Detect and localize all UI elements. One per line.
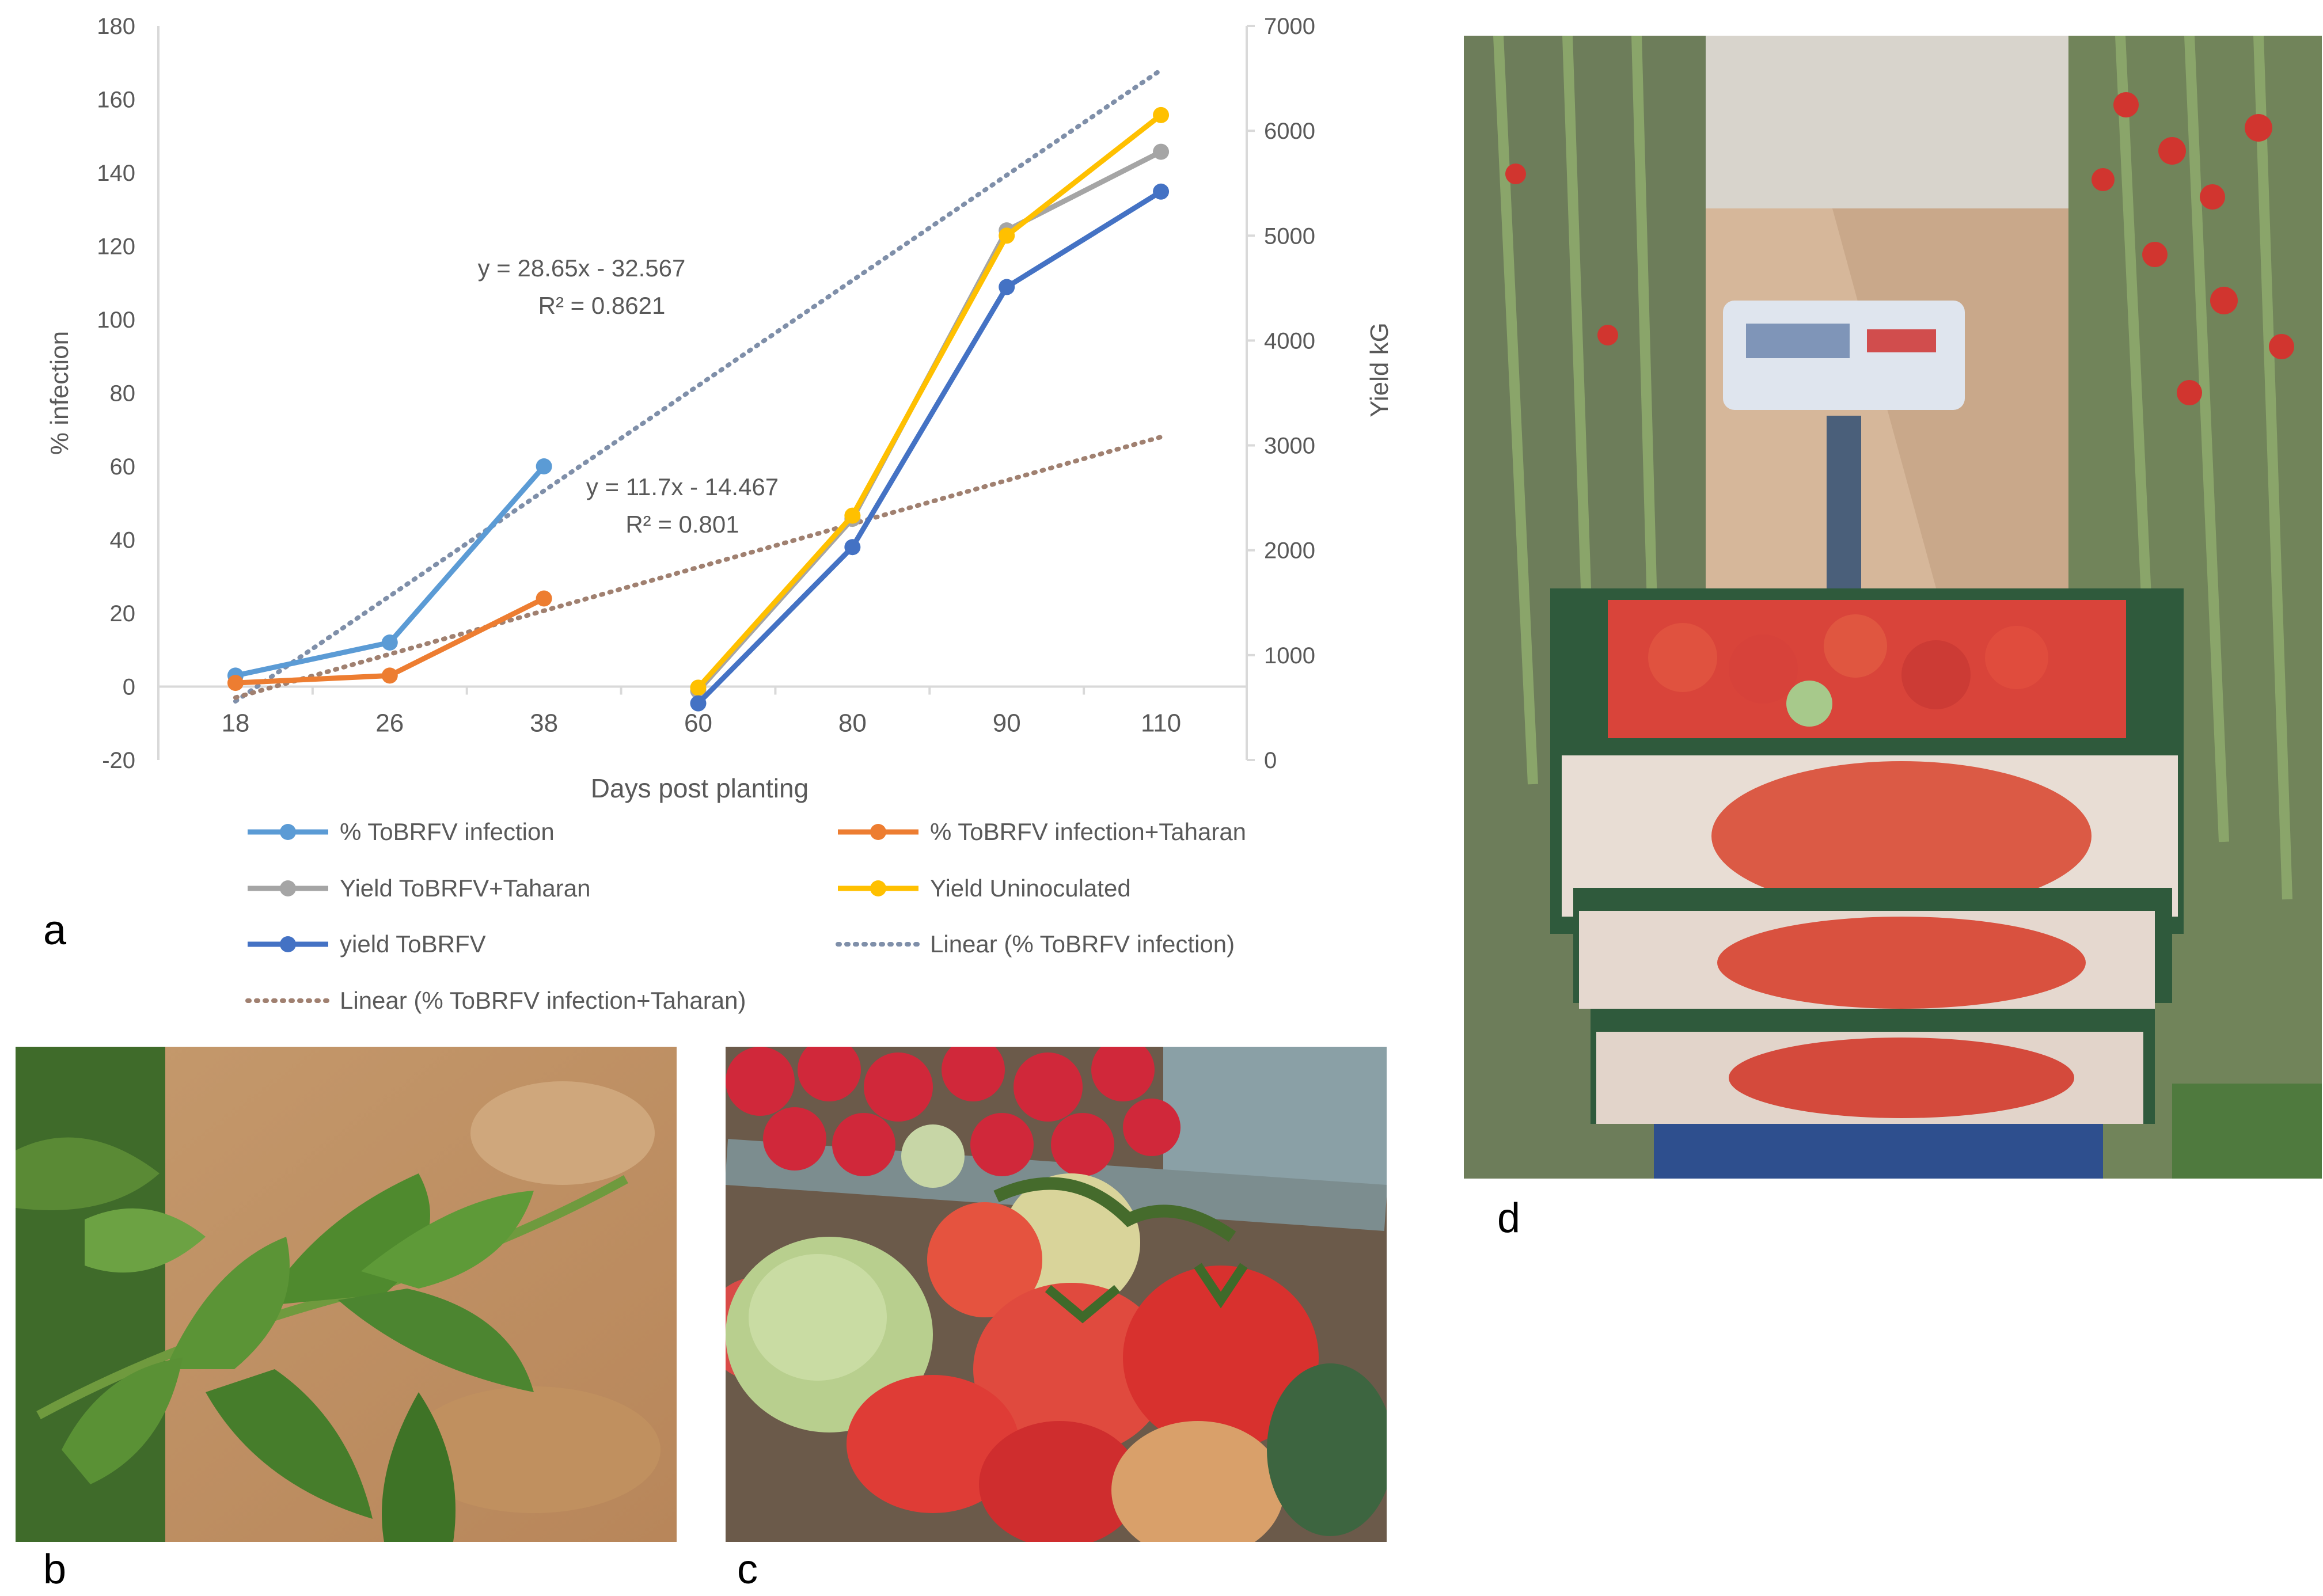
left-tick-label: 100 (97, 307, 135, 333)
left-tick-label: 80 (110, 381, 136, 406)
panel-label-a: a (43, 907, 67, 953)
greenhouse-photo (1464, 36, 2322, 1179)
legend-label: Yield Uninoculated (930, 875, 1131, 902)
data-point (536, 590, 552, 607)
legend-marker (870, 824, 886, 840)
legend-marker (280, 936, 296, 952)
series-line (696, 113, 1163, 690)
legend-label: Yield ToBRFV+Taharan (340, 875, 590, 902)
right-tick-label: 7000 (1264, 14, 1315, 39)
legend-marker (280, 880, 296, 896)
equation-label: y = 28.65x - 32.567 (478, 254, 686, 282)
left-tick-label: -20 (102, 748, 135, 773)
data-point (999, 227, 1015, 244)
equation-label: R² = 0.801 (625, 511, 739, 538)
trendline (233, 435, 1164, 700)
x-tick-label: 80 (838, 709, 867, 738)
equation-label: y = 11.7x - 14.467 (586, 473, 779, 500)
x-tick-label: 38 (530, 709, 558, 738)
legend-label: % ToBRFV infection (340, 818, 555, 845)
y-axis-title-left: % infection (45, 331, 74, 455)
data-point (381, 667, 398, 684)
left-tick-label: 160 (97, 88, 135, 113)
x-tick-label: 26 (375, 709, 404, 738)
trendline (233, 67, 1164, 704)
panel-label-c: c (737, 1546, 758, 1593)
data-point (690, 695, 707, 712)
left-tick-label: 20 (110, 601, 136, 626)
left-tick-label: 0 (123, 675, 135, 700)
data-point (1153, 183, 1170, 200)
tomato-leaf-photo (16, 1047, 677, 1542)
legend-label: Linear (% ToBRFV infection) (930, 930, 1235, 957)
tomatoes-crate-photo (726, 1047, 1387, 1542)
panel-label-b: b (43, 1546, 67, 1593)
data-point (844, 539, 861, 556)
legend-marker (280, 824, 296, 840)
y-axis-title-right: Yield kG (1365, 322, 1394, 417)
data-point (1153, 143, 1170, 160)
tomato-leaf-icon (16, 1047, 677, 1542)
data-point (690, 679, 707, 696)
legend-marker (870, 880, 886, 896)
x-axis-title: Days post planting (591, 773, 809, 803)
data-point (1153, 107, 1170, 123)
tomatoes-in-crate-icon (726, 1047, 1387, 1542)
right-tick-label: 6000 (1264, 119, 1315, 144)
data-point (844, 507, 861, 524)
right-tick-label: 3000 (1264, 434, 1315, 459)
data-point (536, 458, 552, 474)
legend-label: % ToBRFV infection+Taharan (930, 818, 1246, 845)
right-tick-label: 5000 (1264, 223, 1315, 249)
equation-label: R² = 0.8621 (538, 292, 666, 319)
legend-label: Linear (% ToBRFV infection+Taharan) (340, 987, 746, 1014)
right-tick-label: 1000 (1264, 643, 1315, 668)
x-tick-label: 18 (221, 709, 249, 738)
x-tick-label: 110 (1141, 709, 1181, 738)
x-tick-label: 60 (684, 709, 712, 738)
left-tick-label: 40 (110, 528, 136, 553)
series-line (696, 189, 1163, 705)
right-tick-label: 0 (1264, 748, 1277, 773)
data-point (381, 634, 398, 651)
data-point (999, 279, 1015, 295)
legend-label: yield ToBRFV (340, 930, 486, 957)
right-tick-label: 4000 (1264, 328, 1315, 354)
right-tick-label: 2000 (1264, 538, 1315, 564)
left-tick-label: 140 (97, 161, 135, 186)
chart: -20 0 20 40 60 80 100 120 140 160 180 0 1000 2000 3000… (45, 14, 1394, 1014)
data-point (227, 675, 244, 691)
left-tick-label: 60 (110, 454, 136, 480)
panel-label-d: d (1497, 1195, 1521, 1241)
greenhouse-scale-crates-icon (1464, 36, 2322, 1179)
left-tick-label: 180 (97, 14, 135, 39)
left-tick-label: 120 (97, 234, 135, 260)
x-tick-label: 90 (993, 709, 1021, 738)
